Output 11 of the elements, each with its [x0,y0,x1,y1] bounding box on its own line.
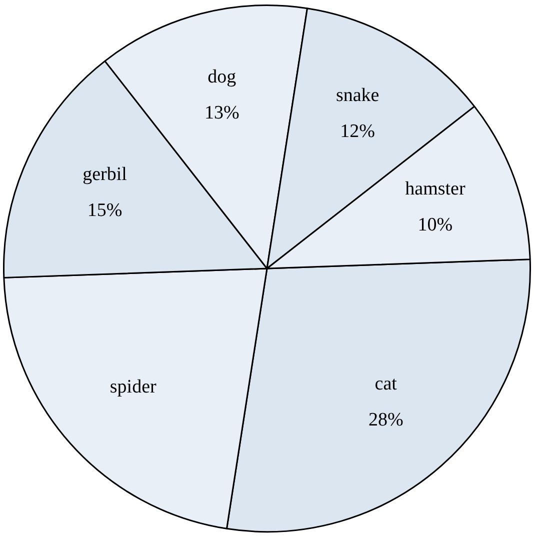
slice-label: dog [208,66,237,88]
slice-label: snake [336,85,380,106]
data-label: 10% [418,214,453,236]
data-label: 12% [340,121,376,142]
slice-label: spider [110,376,158,398]
data-label: 15% [87,200,122,221]
data-label: 28% [368,409,404,430]
slice-label: cat [374,373,398,394]
data-label: 13% [204,102,240,124]
slice-label: gerbil [82,164,127,185]
slice-label: hamster [405,178,466,200]
